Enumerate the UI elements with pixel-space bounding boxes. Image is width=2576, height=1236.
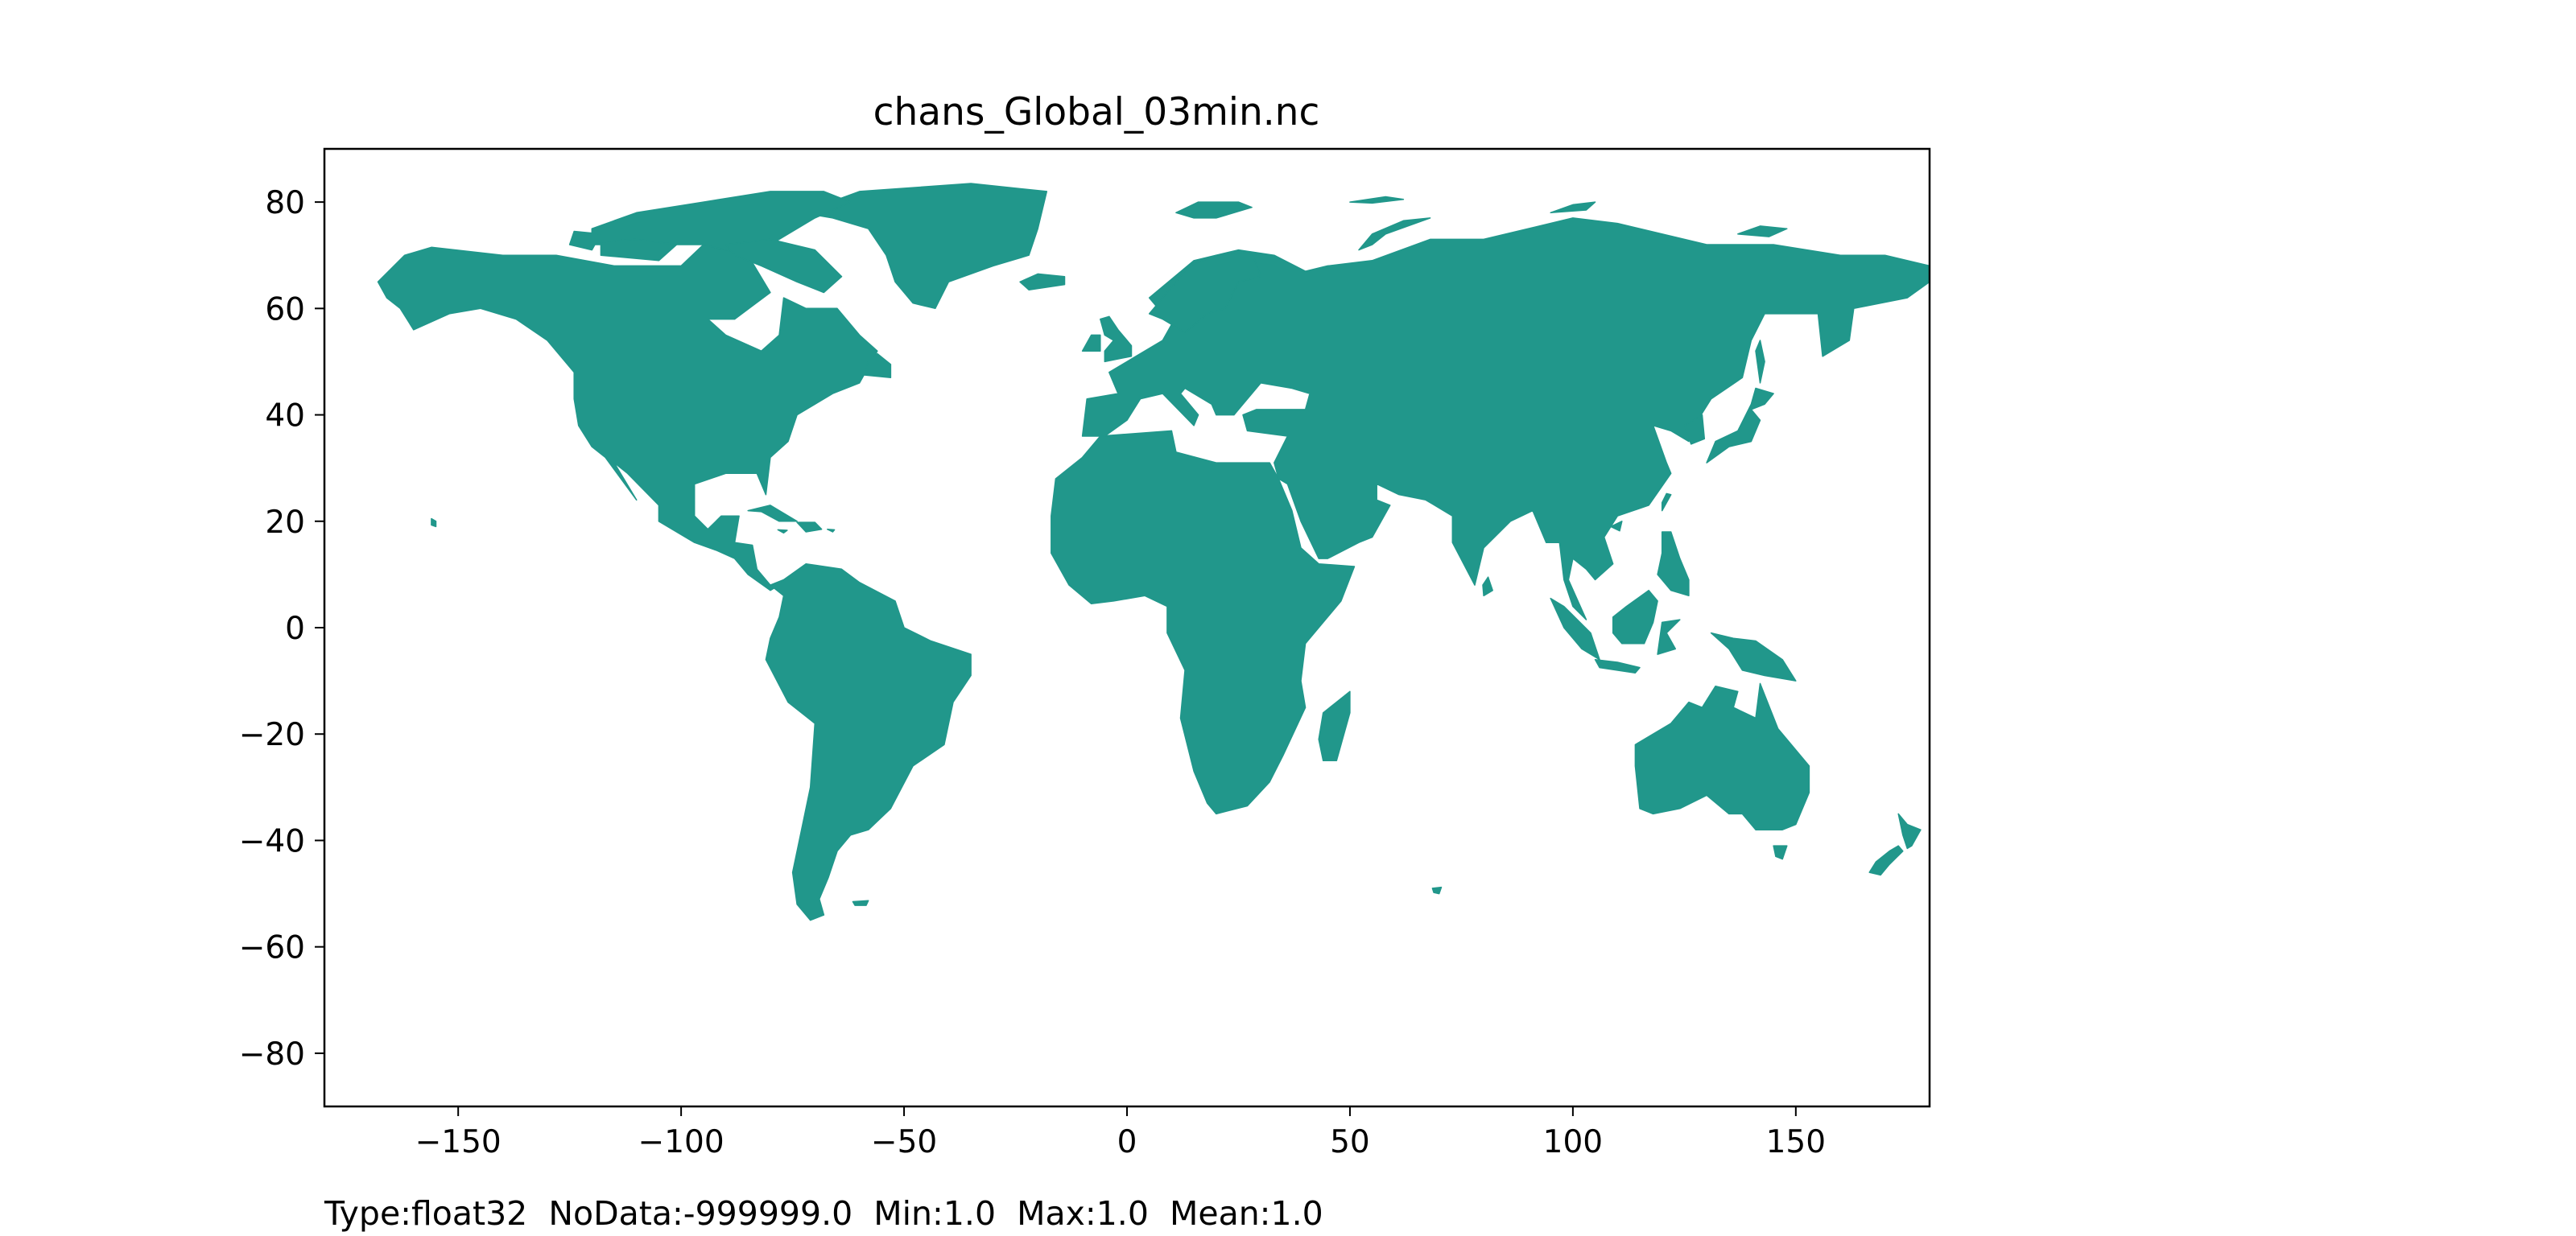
- landmass-philippines: [1657, 531, 1690, 597]
- landmass-ireland: [1081, 334, 1101, 352]
- landmass-greenland: [800, 183, 1048, 310]
- landmass-great-britain: [1100, 315, 1133, 363]
- raster-stats-line: Type:float32 NoData:-999999.0 Min:1.0 Ma…: [324, 1194, 1323, 1233]
- landmass-tasmania: [1773, 845, 1788, 860]
- landmass-new-siberian-islands: [1737, 225, 1788, 237]
- landmass-victoria-island: [600, 238, 678, 262]
- landmass-south-america: [765, 562, 972, 921]
- x-tick-label: 50: [1330, 1124, 1370, 1160]
- x-axis: −150 −100 −50 0 50 100 150: [415, 1106, 1826, 1160]
- landmass-africa: [1051, 430, 1356, 815]
- y-tick-label: 20: [265, 505, 305, 541]
- x-tick-label: 0: [1117, 1124, 1137, 1160]
- landmass-hainan: [1610, 521, 1623, 532]
- landmass-hispaniola: [796, 521, 823, 533]
- landmass-puerto-rico: [827, 528, 836, 533]
- landmass-iceland: [1019, 273, 1066, 290]
- y-tick-label: −20: [239, 717, 305, 753]
- landmass-scandinavia-interior: [1148, 252, 1261, 333]
- landmass-falklands: [852, 900, 869, 906]
- x-tick-label: −50: [871, 1124, 937, 1160]
- landmass-new-zealand-north: [1897, 813, 1922, 850]
- landmass-japan: [1706, 387, 1774, 464]
- landmass-korea: [1683, 414, 1706, 445]
- land-layer: [377, 183, 1930, 921]
- y-tick-label: 60: [265, 291, 305, 328]
- x-tick-label: 100: [1543, 1124, 1603, 1160]
- x-tick-label: 150: [1766, 1124, 1826, 1160]
- x-tick-label: −150: [415, 1124, 502, 1160]
- landmass-new-zealand-south: [1868, 845, 1904, 876]
- y-axis: 80 60 40 20 0 −20 −40 −60 −80: [239, 185, 324, 1073]
- y-tick-label: 80: [265, 185, 305, 221]
- landmass-sulawesi: [1657, 619, 1681, 655]
- chart-title: chans_Global_03min.nc: [873, 90, 1320, 134]
- landmass-taiwan: [1661, 492, 1672, 512]
- landmass-banks-island: [568, 230, 602, 251]
- landmass-cuba: [747, 505, 798, 522]
- landmass-north-america: [377, 244, 878, 591]
- landmass-hawaii: [431, 517, 437, 528]
- landmass-eurasia: [1081, 217, 1930, 620]
- y-tick-label: 40: [265, 398, 305, 435]
- landmass-jamaica: [777, 529, 788, 534]
- landmass-kerguelen: [1431, 886, 1443, 895]
- landmass-sri-lanka: [1482, 576, 1493, 597]
- landmass-australia: [1634, 682, 1810, 830]
- landmass-newfoundland: [863, 352, 892, 379]
- landmass-sakhalin: [1755, 340, 1765, 384]
- landmass-franz-josef-land: [1349, 196, 1405, 204]
- landmass-baffin-island: [724, 238, 843, 294]
- landmass-borneo: [1612, 589, 1658, 645]
- y-tick-label: −80: [239, 1036, 305, 1073]
- y-tick-label: 0: [285, 611, 305, 647]
- landmass-madagascar: [1318, 690, 1351, 762]
- y-tick-label: −60: [239, 930, 305, 966]
- landmass-novaya-zemlya: [1358, 217, 1431, 251]
- landmass-severnaya-zemlya: [1550, 201, 1596, 214]
- y-tick-label: −40: [239, 823, 305, 859]
- landmass-new-guinea: [1710, 632, 1797, 682]
- landmass-svalbard: [1175, 201, 1253, 219]
- landmass-java: [1594, 658, 1641, 674]
- x-tick-label: −100: [638, 1124, 724, 1160]
